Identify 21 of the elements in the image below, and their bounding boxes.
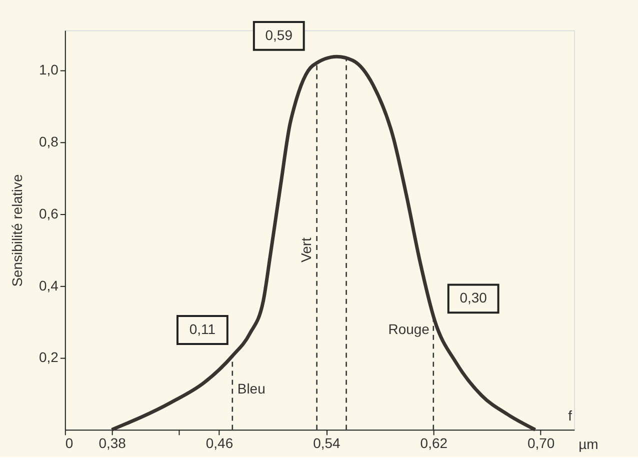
y-tick-label: 0,8 <box>38 133 59 150</box>
x-axis-title: µm <box>578 436 598 452</box>
annotation: 0,11 <box>189 320 216 337</box>
x-tick-label: 0,70 <box>528 435 555 452</box>
y-tick-label: 0,6 <box>38 205 59 222</box>
x-tick-label: 0,62 <box>420 435 448 452</box>
x-tick-label: 0,38 <box>98 435 126 452</box>
y-tick-label: 1,0 <box>38 61 59 78</box>
ref-line-label: Vert <box>298 237 314 262</box>
line-series <box>110 54 537 432</box>
y-axis-title: Sensibilité relative <box>9 174 26 287</box>
annotation: f <box>568 408 572 424</box>
annotation: 0,59 <box>265 26 293 43</box>
y-tick-label: 0,2 <box>38 349 59 366</box>
x-tick-label: 0,54 <box>313 435 341 452</box>
x-tick-label: 0,46 <box>206 435 234 452</box>
y-tick-label: 0,4 <box>38 277 59 294</box>
x-tick-label: 0 <box>65 435 74 452</box>
ref-line-label: Bleu <box>237 380 266 397</box>
annotation: 0,30 <box>460 290 488 306</box>
ref-line-label: Rouge <box>388 320 430 337</box>
